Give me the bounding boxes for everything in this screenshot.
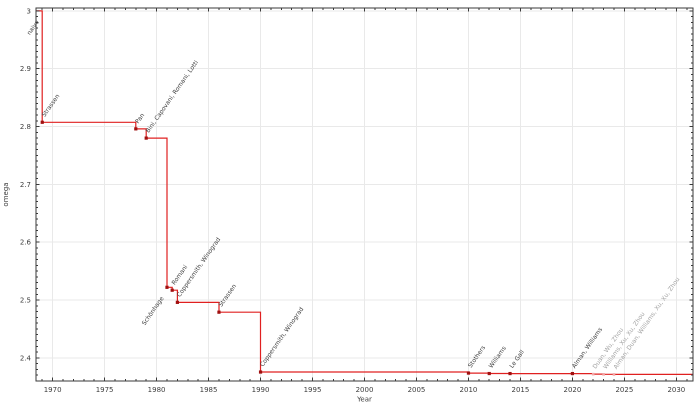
data-point-marker xyxy=(466,371,471,375)
x-tick-label: 1985 xyxy=(200,386,218,394)
x-tick-label: 2025 xyxy=(615,386,633,394)
x-tick-label: 2010 xyxy=(460,386,478,394)
y-tick-label: 2.7 xyxy=(20,181,31,189)
data-point-marker xyxy=(134,127,138,131)
y-tick-label: 2.6 xyxy=(20,239,32,247)
x-tick-label: 2000 xyxy=(356,386,374,394)
y-tick-label: 2.9 xyxy=(20,65,31,73)
x-tick-label: 2005 xyxy=(408,386,426,394)
point-label: Le Gall xyxy=(508,349,526,370)
point-label: Strassen xyxy=(217,283,238,309)
data-point-marker xyxy=(570,371,575,376)
data-point-marker xyxy=(591,372,595,376)
y-tick-label: 3 xyxy=(27,7,31,15)
point-label: Strassen xyxy=(41,93,62,119)
data-point-marker xyxy=(144,136,148,140)
point-label: Coppersmith, Winograd xyxy=(259,306,306,368)
y-tick-label: 2.8 xyxy=(20,123,31,131)
point-label: Bini, Capovani, Romani, Lotti xyxy=(145,59,201,134)
x-tick-label: 1975 xyxy=(96,386,114,394)
point-label: Alman, Duan, Williams, Xu, Xu, Zhou xyxy=(612,276,681,371)
x-tick-label: 2020 xyxy=(563,386,581,394)
data-point-marker xyxy=(40,120,44,124)
data-point-marker xyxy=(165,285,169,289)
x-tick-label: 1980 xyxy=(148,386,166,394)
y-axis-title: omega xyxy=(2,182,10,206)
x-tick-label: 1990 xyxy=(252,386,270,394)
data-point-marker xyxy=(487,371,491,376)
x-tick-label: 1995 xyxy=(304,386,322,394)
point-label: Stothers xyxy=(467,345,487,370)
data-point-marker xyxy=(170,288,174,292)
data-point-marker xyxy=(602,373,605,376)
point-label: naive xyxy=(26,19,41,37)
data-point-marker xyxy=(175,300,179,304)
data-point-marker xyxy=(258,370,263,374)
data-point-marker xyxy=(217,310,221,314)
point-label: Pan xyxy=(134,112,146,125)
x-tick-label: 2015 xyxy=(512,386,530,394)
y-tick-label: 2.5 xyxy=(20,297,31,305)
y-tick-label: 2.4 xyxy=(20,354,32,362)
x-tick-label: 1970 xyxy=(44,386,62,394)
data-point-marker xyxy=(508,371,512,376)
x-tick-label: 2030 xyxy=(667,386,685,394)
x-axis-title: Year xyxy=(356,396,372,402)
data-point-marker xyxy=(612,373,616,376)
